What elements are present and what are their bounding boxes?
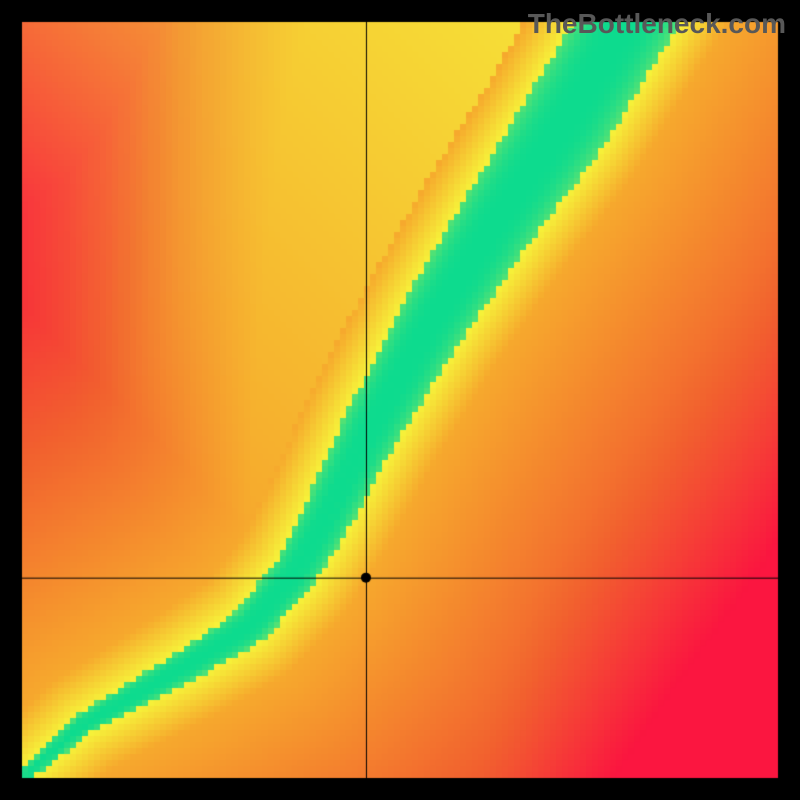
bottleneck-heatmap bbox=[0, 0, 800, 800]
watermark-text: TheBottleneck.com bbox=[528, 8, 786, 40]
chart-container: TheBottleneck.com bbox=[0, 0, 800, 800]
